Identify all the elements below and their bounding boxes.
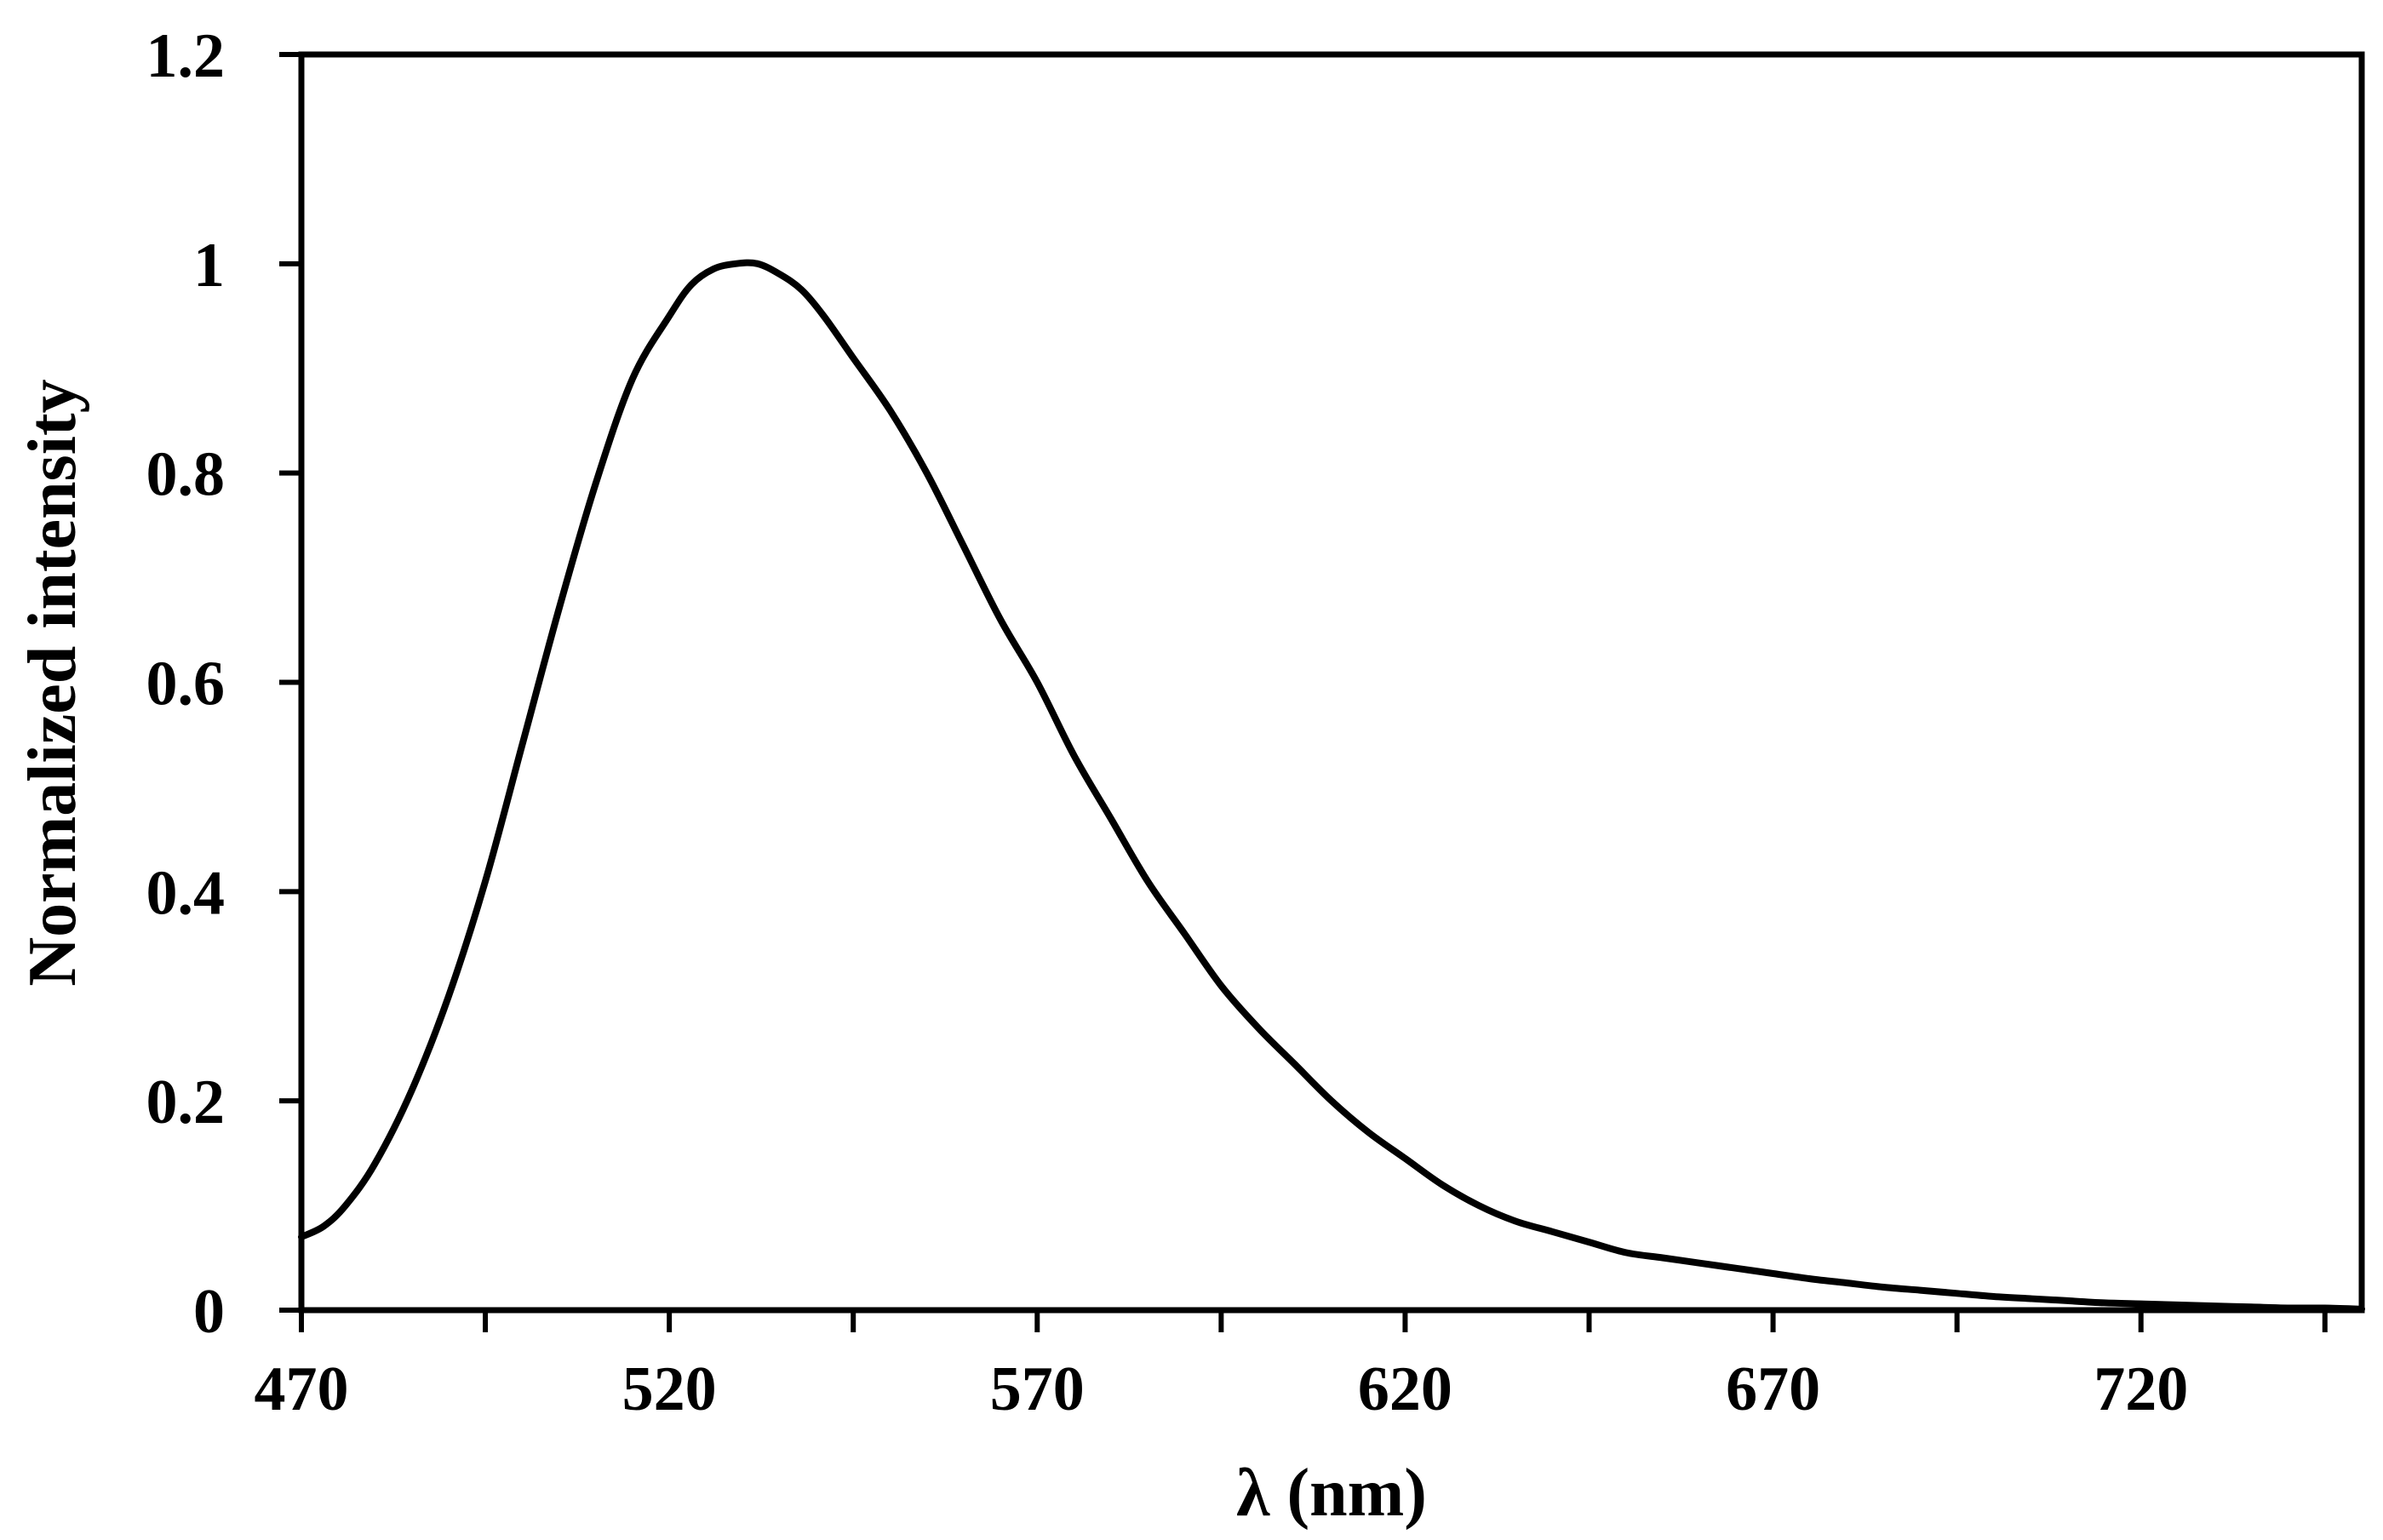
series-line — [298, 259, 2365, 1313]
x-tick-label: 570 — [990, 1354, 1085, 1424]
x-axis-ticks: 470 520 570 620 670 720 — [255, 1310, 2328, 1424]
x-tick-label: 620 — [1358, 1354, 1452, 1424]
y-tick-label: 0.2 — [146, 1068, 226, 1137]
plot-frame — [298, 51, 2365, 1314]
y-tick-label: 1 — [193, 231, 225, 301]
x-tick-label: 670 — [1726, 1354, 1820, 1424]
y-tick-label: 1.2 — [146, 21, 226, 91]
x-axis-label: λ (nm) — [1236, 1456, 1427, 1531]
y-tick-label: 0 — [193, 1277, 225, 1347]
y-axis-ticks: 0 0.2 0.4 0.6 0.8 1 1.2 — [146, 21, 301, 1347]
y-tick-label: 0.6 — [146, 650, 226, 719]
x-tick-label: 470 — [255, 1354, 349, 1424]
y-axis-label: Normalized intensity — [15, 379, 90, 986]
x-tick-label: 720 — [2094, 1354, 2188, 1424]
x-tick-label: 520 — [622, 1354, 717, 1424]
y-tick-label: 0.4 — [146, 858, 226, 928]
y-tick-label: 0.8 — [146, 440, 226, 510]
